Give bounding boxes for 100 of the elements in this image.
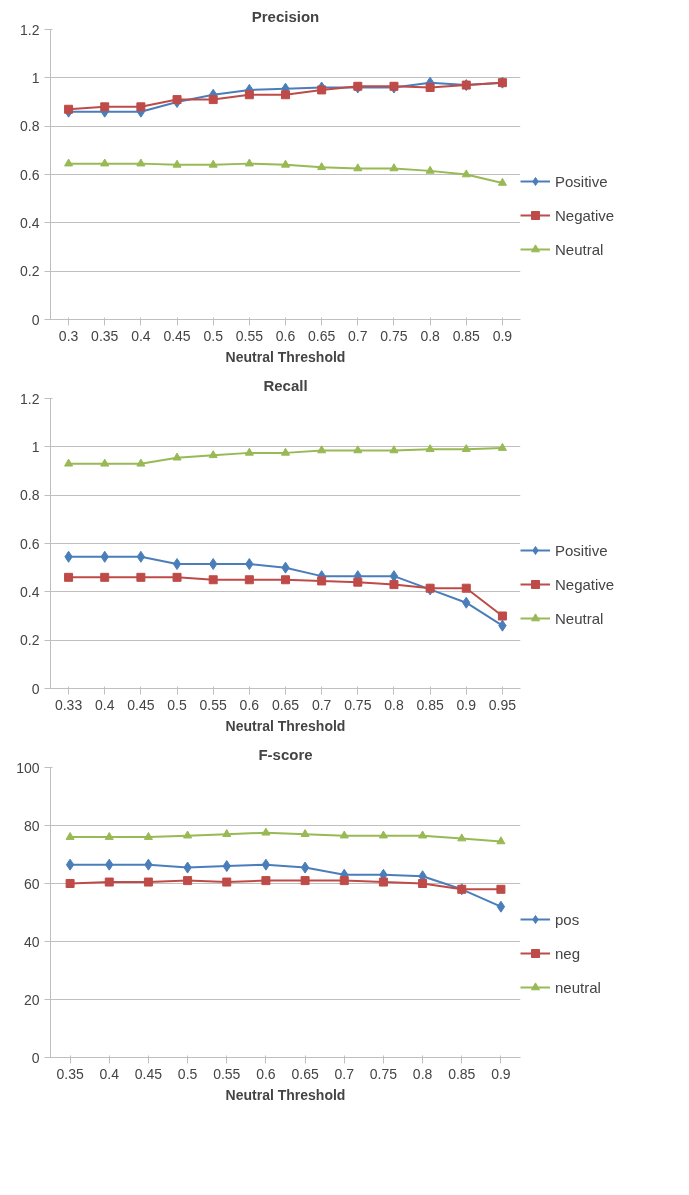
chart-title: Recall — [263, 376, 308, 394]
point — [425, 83, 435, 92]
legend-label: Neutral — [555, 609, 604, 627]
point — [317, 162, 327, 171]
x-tick-label: 0.4 — [99, 1065, 120, 1082]
legend-label: pos — [555, 910, 580, 928]
x-tick-label: 0.45 — [134, 1065, 163, 1082]
y-tick-label: 0.4 — [20, 214, 40, 231]
point — [183, 876, 193, 886]
x-tick-label: 0.8 — [384, 696, 404, 713]
point — [281, 575, 290, 585]
point — [208, 575, 218, 585]
chart-title: F-score — [258, 745, 313, 763]
y-tick-label: 1 — [31, 69, 40, 86]
x-axis-title: Neutral Threshold — [225, 717, 346, 734]
point — [172, 558, 182, 571]
point — [261, 858, 271, 871]
x-tick-label: 0.65 — [308, 327, 336, 344]
point — [208, 450, 218, 459]
point — [496, 836, 506, 845]
point — [461, 169, 471, 178]
point — [172, 159, 182, 168]
point — [183, 830, 193, 839]
point — [425, 165, 435, 174]
point — [244, 447, 254, 456]
x-tick-label: 0.3 — [58, 327, 79, 344]
x-tick-label: 0.9 — [492, 327, 513, 344]
point — [104, 831, 114, 840]
y-tick-label: 20 — [23, 991, 40, 1008]
point — [136, 550, 146, 563]
point — [317, 576, 327, 586]
legend-label: Negative — [555, 575, 615, 593]
x-tick-label: 0.9 — [491, 1065, 511, 1082]
chart-title: Precision — [251, 7, 320, 25]
point — [208, 159, 218, 168]
point — [353, 163, 363, 172]
legend-label: Positive — [555, 541, 608, 559]
x-tick-label: 0.4 — [95, 696, 115, 713]
y-tick-label: 80 — [23, 817, 40, 834]
x-tick-label: 0.6 — [256, 1065, 276, 1082]
y-tick-label: 60 — [23, 875, 40, 892]
point — [136, 102, 146, 112]
x-tick-label: 0.55 — [235, 327, 264, 344]
y-tick-label: 40 — [23, 933, 40, 950]
point — [317, 85, 327, 95]
y-tick-label: 1.2 — [20, 21, 40, 38]
x-tick-label: 0.65 — [291, 1065, 319, 1082]
point — [496, 884, 506, 894]
point — [300, 876, 310, 886]
point — [65, 831, 75, 840]
x-tick-label: 0.45 — [163, 327, 191, 344]
y-tick-label: 0.6 — [20, 166, 40, 183]
y-tick-label: 0.2 — [20, 263, 40, 280]
x-tick-label: 0.75 — [344, 696, 372, 713]
point — [497, 442, 507, 451]
x-tick-label: 0.8 — [420, 327, 441, 344]
point — [172, 452, 182, 461]
point — [418, 830, 428, 839]
point — [244, 575, 254, 585]
point — [64, 572, 74, 582]
y-tick-label: 0.6 — [20, 535, 40, 552]
x-axis-title: Neutral Threshold — [225, 348, 346, 365]
point — [244, 90, 254, 100]
point — [496, 900, 506, 913]
y-tick-label: 0.4 — [20, 583, 40, 600]
y-tick-label: 0 — [31, 311, 40, 328]
point — [389, 580, 399, 590]
point — [136, 458, 146, 467]
x-tick-label: 0.7 — [348, 327, 368, 344]
legend-label: Negative — [555, 206, 615, 224]
x-tick-label: 0.75 — [369, 1065, 398, 1082]
x-tick-label: 0.33 — [54, 696, 83, 713]
x-tick-label: 0.65 — [271, 696, 300, 713]
point — [317, 445, 327, 454]
point — [281, 159, 290, 168]
x-tick-label: 0.5 — [167, 696, 187, 713]
point — [222, 829, 232, 838]
x-tick-label: 0.35 — [91, 327, 119, 344]
y-tick-label: 0.8 — [20, 487, 40, 504]
point — [261, 827, 271, 836]
x-tick-label: 0.35 — [56, 1065, 84, 1082]
point — [281, 90, 290, 100]
x-tick-label: 0.75 — [380, 327, 408, 344]
point — [457, 833, 467, 842]
point — [100, 458, 110, 467]
legend-label: neg — [555, 944, 581, 962]
x-tick-label: 0.9 — [456, 696, 477, 713]
point — [261, 876, 271, 886]
x-tick-label: 0.6 — [239, 696, 260, 713]
point — [497, 177, 507, 186]
x-tick-label: 0.4 — [131, 327, 151, 344]
y-tick-label: 1.2 — [20, 390, 40, 407]
point — [353, 445, 363, 454]
point — [222, 877, 232, 887]
point — [378, 877, 388, 887]
point — [208, 95, 218, 105]
y-tick-label: 0.2 — [20, 632, 40, 649]
x-tick-label: 0.7 — [311, 696, 332, 713]
point — [104, 877, 114, 887]
point — [389, 445, 399, 454]
